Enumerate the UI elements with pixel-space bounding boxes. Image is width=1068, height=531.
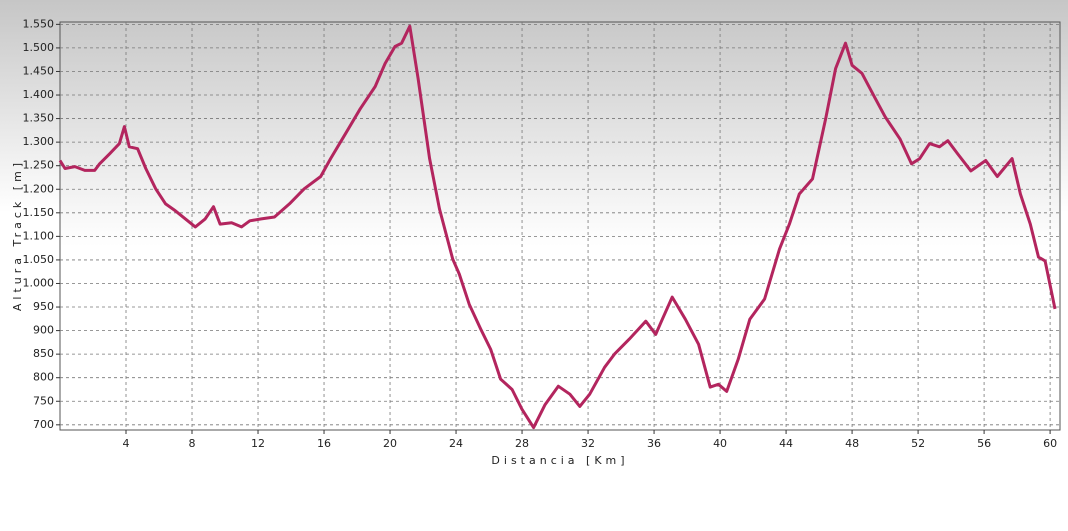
x-tick-label: 4 [123,437,130,450]
y-tick-label: 1.100 [23,229,55,242]
y-tick-label: 1.200 [23,182,55,195]
y-tick-label: 950 [33,300,54,313]
y-tick-label: 750 [33,394,54,407]
x-tick-label: 12 [251,437,265,450]
plot-area [59,21,1061,431]
y-tick-label: 900 [33,324,54,337]
y-tick-label: 1.400 [23,88,55,101]
x-tick-label: 16 [317,437,331,450]
y-axis-title: Altura Track [m] [11,159,24,311]
y-tick-label: 800 [33,371,54,384]
x-tick-label: 20 [383,437,397,450]
x-tick-label: 28 [515,437,529,450]
x-tick-label: 24 [449,437,463,450]
x-tick-label: 36 [647,437,661,450]
y-tick-label: 1.500 [23,41,55,54]
y-tick-label: 1.550 [23,17,55,30]
y-tick-label: 1.150 [23,206,55,219]
y-tick-label: 1.350 [23,112,55,125]
x-tick-label: 60 [1043,437,1057,450]
x-tick-label: 56 [977,437,991,450]
y-tick-label: 1.300 [23,135,55,148]
y-tick-label: 700 [33,418,54,431]
x-tick-label: 44 [779,437,793,450]
x-axis-title: Distancia [Km] [491,454,628,467]
y-tick-label: 1.450 [23,64,55,77]
x-tick-label: 48 [845,437,859,450]
x-tick-label: 40 [713,437,727,450]
y-tick-label: 1.250 [23,159,55,172]
y-tick-label: 1.000 [23,276,55,289]
y-tick-label: 850 [33,347,54,360]
x-tick-label: 8 [189,437,196,450]
y-tick-label: 1.050 [23,253,55,266]
x-tick-label: 52 [911,437,925,450]
elevation-line [58,24,1057,430]
x-tick-label: 32 [581,437,595,450]
